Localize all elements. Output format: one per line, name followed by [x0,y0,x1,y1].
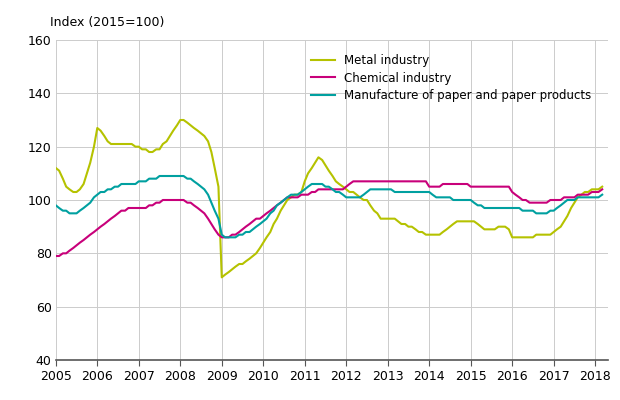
Chemical industry [270,206,277,210]
Metal industry [177,118,184,122]
Chemical industry [350,179,357,184]
Metal industry [236,262,243,266]
Manufacture of paper and paper products [52,203,60,208]
Metal industry [52,166,60,170]
Line: Metal industry: Metal industry [56,120,602,277]
Manufacture of paper and paper products [456,198,464,202]
Metal industry [277,208,285,213]
Legend: Metal industry, Chemical industry, Manufacture of paper and paper products: Metal industry, Chemical industry, Manuf… [306,49,596,107]
Chemical industry [598,187,606,192]
Chemical industry [405,179,412,184]
Metal industry [598,184,606,189]
Manufacture of paper and paper products [156,174,163,178]
Line: Manufacture of paper and paper products: Manufacture of paper and paper products [56,176,602,237]
Metal industry [456,219,464,224]
Metal industry [519,235,526,240]
Chemical industry [228,232,236,237]
Chemical industry [205,216,212,221]
Chemical industry [52,254,60,258]
Metal industry [208,150,215,154]
Metal industry [408,224,415,229]
Manufacture of paper and paper products [208,200,215,205]
Chemical industry [453,182,461,186]
Manufacture of paper and paper products [598,192,606,197]
Metal industry [218,275,226,280]
Manufacture of paper and paper products [519,208,526,213]
Manufacture of paper and paper products [221,235,229,240]
Line: Chemical industry: Chemical industry [56,181,602,256]
Manufacture of paper and paper products [236,232,243,237]
Text: Index (2015=100): Index (2015=100) [50,16,164,29]
Manufacture of paper and paper products [277,200,285,205]
Manufacture of paper and paper products [408,190,415,194]
Chemical industry [515,195,523,200]
